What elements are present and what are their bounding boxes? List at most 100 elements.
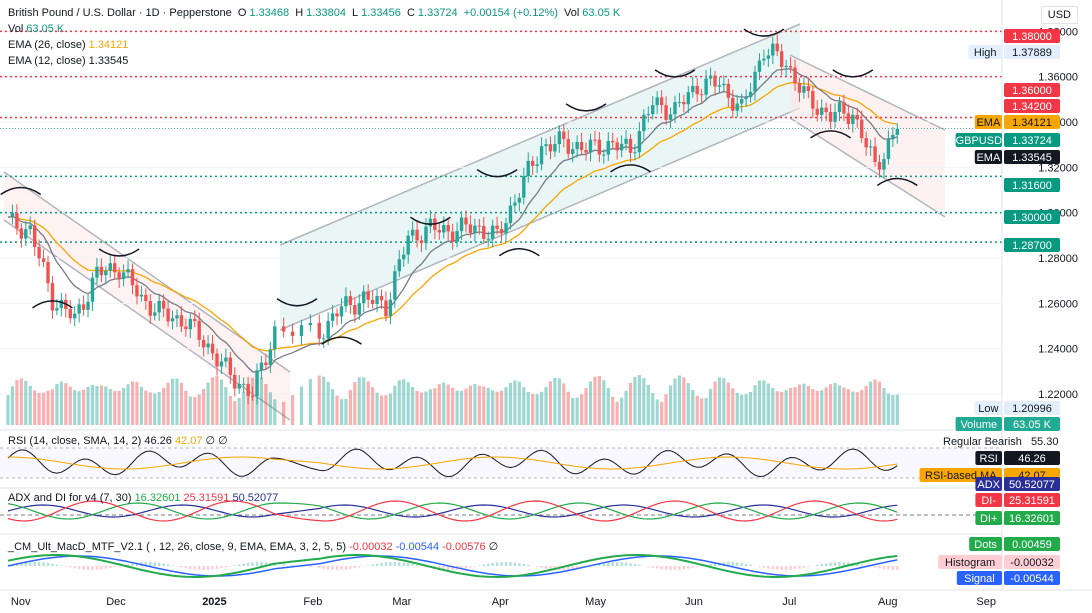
time-label: Dec: [106, 596, 126, 608]
candle-body: [651, 105, 655, 115]
candle-body: [806, 86, 811, 92]
macd-hist-bar: [349, 566, 352, 570]
volume-bar: [477, 385, 481, 425]
volume-legend[interactable]: Vol 63.05 K: [8, 22, 67, 36]
ema12-legend[interactable]: EMA (12, close) 1.33545: [8, 54, 131, 68]
ind-tag-value-bg: [1004, 493, 1060, 507]
volume-bar: [548, 381, 553, 425]
vol-value: 63.05 K: [582, 7, 621, 19]
candle-body: [37, 247, 41, 259]
macd-hist-bar: [211, 566, 214, 570]
price-tag: 1.38000: [1012, 31, 1052, 43]
rsi-sma-value: 42.07: [174, 435, 203, 447]
macd-hist-bar: [896, 566, 899, 570]
volume-bar: [708, 389, 713, 425]
volume-bar: [624, 390, 628, 425]
swing-arc: [832, 69, 874, 78]
candle-body: [842, 102, 846, 114]
volume-bar: [668, 385, 673, 425]
volume-bar: [228, 395, 232, 425]
macd-hist-bar: [291, 565, 294, 566]
volume-bar: [891, 395, 895, 425]
candle-body: [682, 101, 686, 105]
time-axis[interactable]: Nov Dec 2025 Feb Mar Apr May Jun Jul Aug Sep: [0, 589, 1092, 608]
volume-bar: [99, 385, 103, 425]
candle-body: [273, 326, 277, 350]
price-tag-bg: [1004, 45, 1060, 59]
price-tag: 1.33545: [1012, 152, 1052, 164]
candle-body: [606, 140, 610, 155]
macd-hist-bar: [696, 566, 699, 567]
volume-bar: [339, 399, 344, 425]
swing-arc: [0, 186, 42, 196]
volume-bar: [188, 396, 192, 425]
ind-tag-label: Histogram: [945, 557, 995, 569]
macd-hist-bar: [95, 566, 99, 570]
rsi-value: 46.26: [144, 435, 172, 447]
volume-bar: [419, 392, 424, 425]
candle-body: [655, 97, 659, 106]
price-tag: 1.31600: [1012, 180, 1052, 192]
swing-arc: [654, 69, 696, 78]
candle-body: [215, 353, 219, 367]
macd-hist-bar: [749, 564, 752, 566]
volume-bar: [371, 387, 375, 425]
candle-body: [664, 105, 668, 120]
volume-bar: [104, 386, 108, 425]
volume-bar: [148, 392, 152, 425]
volume-bar: [455, 390, 459, 425]
volume-bar: [175, 378, 179, 425]
candle-body: [264, 362, 268, 365]
swing-arc: [321, 336, 362, 345]
macd-hist-bar: [282, 564, 285, 566]
volume-bar: [144, 390, 148, 425]
ind-tag-label-bg: [975, 451, 1002, 465]
candle-body: [530, 160, 535, 166]
tag-label: EMA: [976, 117, 1001, 129]
macd-hist-bar: [384, 562, 388, 566]
ema26-legend[interactable]: EMA (26, close) 1.34121: [8, 38, 131, 52]
candle-body: [197, 320, 201, 340]
candle-body: [90, 277, 95, 302]
price-axis[interactable]: 1.380001.360001.340001.320001.300001.280…: [919, 0, 1092, 613]
volume-bar: [700, 398, 704, 425]
candle-body: [793, 67, 797, 84]
volume-bar: [788, 387, 793, 425]
candle-body: [410, 229, 415, 236]
macd-v1: -0.00032: [349, 541, 393, 553]
currency-button[interactable]: USD: [1040, 6, 1078, 24]
macd-hist-bar: [144, 562, 148, 566]
candle-body: [130, 269, 135, 286]
candle-body: [775, 43, 779, 52]
volume-bar: [344, 399, 348, 425]
volume-bar: [682, 377, 686, 425]
open-value: 1.33468: [249, 7, 290, 19]
volume-bar: [593, 376, 597, 425]
volume-bar: [717, 377, 722, 425]
volume-bar: [602, 380, 606, 425]
macd-hist-bar: [206, 566, 210, 570]
rsi-legend[interactable]: RSI (14, close, SMA, 14, 2) 46.26 42.07 …: [8, 434, 228, 447]
macd-hist-bar: [602, 563, 606, 566]
macd-hist-bar: [798, 566, 801, 569]
candle-body: [833, 112, 837, 122]
macd-hist-bar: [322, 566, 325, 569]
volume-bar: [15, 380, 19, 425]
adx-legend[interactable]: ADX and DI for v4 (7, 30) 16.32601 25.31…: [8, 492, 278, 504]
candle-body: [19, 228, 24, 239]
volume-bar: [842, 387, 846, 425]
candle-body: [597, 139, 602, 155]
volume-bar: [504, 387, 508, 425]
volume-bar: [517, 381, 521, 425]
macd-hist-bar: [113, 566, 116, 568]
candle-body: [170, 318, 175, 322]
time-label: Mar: [392, 596, 411, 608]
macd-legend[interactable]: _CM_Ult_MacD_MTF_V2.1 ( , 12, 26, close,…: [8, 540, 498, 553]
volume-bar: [877, 381, 882, 425]
volume-bar: [126, 384, 130, 425]
candle-body: [326, 320, 330, 339]
macd-hist-bar: [69, 566, 72, 568]
macd-hist-bar: [660, 566, 663, 570]
symbol-legend[interactable]: British Pound / U.S. Dollar · 1D · Peppe…: [8, 6, 623, 20]
